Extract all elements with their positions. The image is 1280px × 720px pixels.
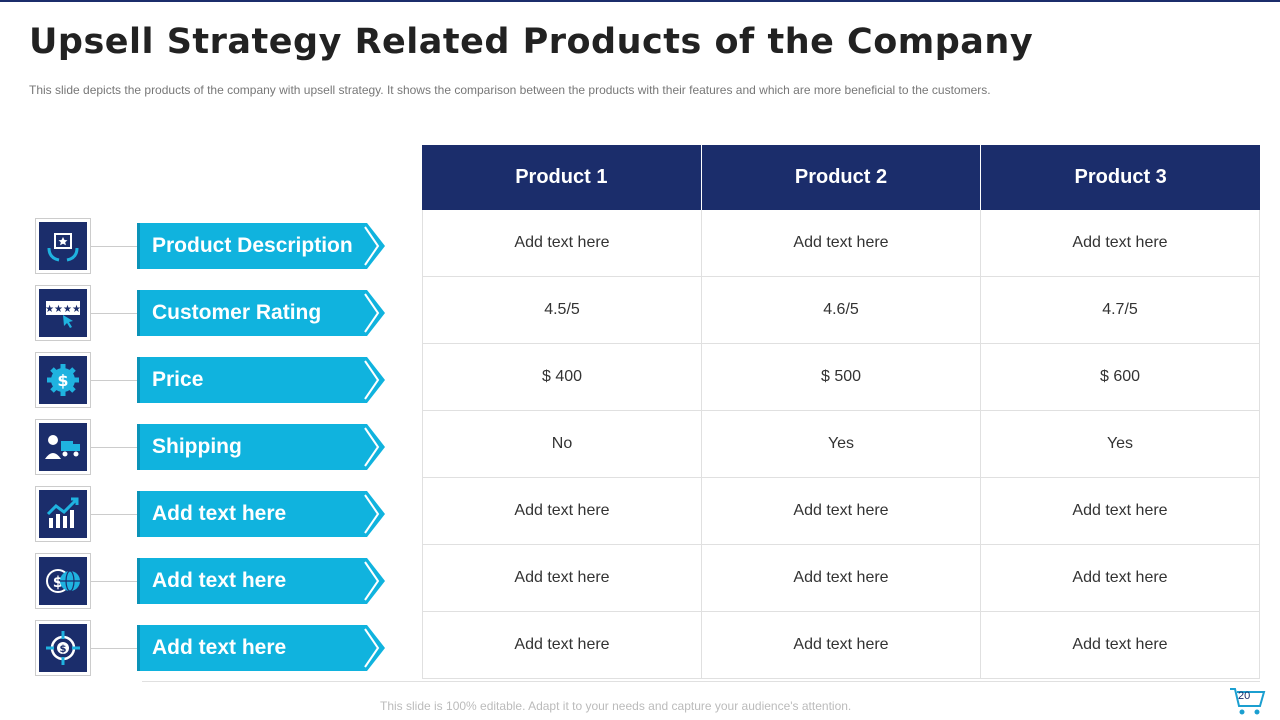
slide-title: Upsell Strategy Related Products of the … bbox=[29, 22, 1034, 62]
row-label-banner: Add text here bbox=[137, 558, 385, 604]
dollar-globe-icon: $ bbox=[39, 557, 87, 605]
row-label: Add text here bbox=[35, 480, 395, 547]
row-label: $ Add text here bbox=[35, 547, 395, 614]
table-cell: Add text here bbox=[422, 210, 702, 276]
page-number: 20 bbox=[1238, 690, 1251, 702]
cart-icon bbox=[1230, 688, 1266, 715]
table-row: 4.5/5 4.6/5 4.7/5 bbox=[422, 277, 1260, 344]
header-product-2: Product 2 bbox=[702, 145, 982, 210]
row-icon-frame: $ bbox=[35, 352, 91, 408]
table-row: Add text here Add text here Add text here bbox=[422, 478, 1260, 545]
row-label: Shipping bbox=[35, 413, 395, 480]
product-box-icon bbox=[39, 222, 87, 270]
table-cell: $ 400 bbox=[422, 344, 702, 410]
svg-text:★★★★: ★★★★ bbox=[45, 304, 81, 315]
row-label-banner: Customer Rating bbox=[137, 290, 385, 336]
connector-line bbox=[91, 648, 137, 649]
bottom-divider bbox=[142, 681, 1260, 682]
row-label-text: Price bbox=[152, 368, 204, 391]
table-header: Product 1 Product 2 Product 3 bbox=[422, 145, 1260, 210]
table-row: Add text here Add text here Add text here bbox=[422, 545, 1260, 612]
row-icon-frame: ★★★★ bbox=[35, 285, 91, 341]
connector-line bbox=[91, 313, 137, 314]
connector-line bbox=[91, 380, 137, 381]
row-label-text: Add text here bbox=[152, 502, 287, 525]
footer-note: This slide is 100% editable. Adapt it to… bbox=[380, 699, 852, 713]
connector-line bbox=[91, 514, 137, 515]
dollar-gear-icon: $ bbox=[39, 356, 87, 404]
connector-line bbox=[91, 447, 137, 448]
table-cell: Add text here bbox=[981, 478, 1260, 544]
slide-subtitle: This slide depicts the products of the c… bbox=[29, 83, 991, 97]
table-cell: Add text here bbox=[422, 478, 702, 544]
svg-text:$: $ bbox=[53, 573, 63, 591]
growth-chart-icon bbox=[39, 490, 87, 538]
row-icon-frame: $ bbox=[35, 553, 91, 609]
table-cell: Add text here bbox=[981, 545, 1260, 611]
row-label-text: Shipping bbox=[152, 435, 242, 458]
table-row: No Yes Yes bbox=[422, 411, 1260, 478]
row-label-banner: Shipping bbox=[137, 424, 385, 470]
row-label-banner: Product Description bbox=[137, 223, 385, 269]
table-row: $ 400 $ 500 $ 600 bbox=[422, 344, 1260, 411]
row-label: $ Add text here bbox=[35, 614, 395, 681]
row-label-banner: Add text here bbox=[137, 625, 385, 671]
comparison-table: Product 1 Product 2 Product 3 Add text h… bbox=[422, 145, 1260, 679]
table-row: Add text here Add text here Add text here bbox=[422, 612, 1260, 679]
row-label-text: Add text here bbox=[152, 636, 287, 659]
table-cell: Add text here bbox=[981, 612, 1260, 678]
table-cell: Add text here bbox=[702, 545, 981, 611]
table-cell: Add text here bbox=[981, 210, 1260, 276]
row-label-text: Customer Rating bbox=[152, 301, 322, 324]
header-product-3: Product 3 bbox=[1074, 166, 1167, 188]
table-cell: Add text here bbox=[422, 612, 702, 678]
row-label-text: Product Description bbox=[152, 234, 353, 257]
row-icon-frame: $ bbox=[35, 620, 91, 676]
table-cell: No bbox=[422, 411, 702, 477]
table-cell: Add text here bbox=[422, 545, 702, 611]
table-cell: 4.5/5 bbox=[422, 277, 702, 343]
connector-line bbox=[91, 581, 137, 582]
row-icon-frame bbox=[35, 419, 91, 475]
table-cell: Yes bbox=[702, 411, 981, 477]
table-row: Add text here Add text here Add text here bbox=[422, 210, 1260, 277]
table-body: Add text here Add text here Add text here 4… bbox=[422, 210, 1260, 679]
table-cell: 4.7/5 bbox=[981, 277, 1260, 343]
table-cell: Add text here bbox=[702, 478, 981, 544]
row-label: $ Price bbox=[35, 346, 395, 413]
table-cell: 4.6/5 bbox=[702, 277, 981, 343]
table-cell: Add text here bbox=[702, 612, 981, 678]
row-icon-frame bbox=[35, 218, 91, 274]
header-product-1: Product 1 bbox=[422, 145, 702, 210]
connector-line bbox=[91, 246, 137, 247]
svg-text:$: $ bbox=[57, 371, 68, 390]
top-accent-line bbox=[0, 0, 1280, 2]
table-cell: $ 500 bbox=[702, 344, 981, 410]
rating-stars-icon: ★★★★ bbox=[39, 289, 87, 337]
row-label: Product Description bbox=[35, 212, 395, 279]
delivery-truck-icon bbox=[39, 423, 87, 471]
table-cell: $ 600 bbox=[981, 344, 1260, 410]
row-icon-frame bbox=[35, 486, 91, 542]
table-cell: Add text here bbox=[702, 210, 981, 276]
table-cell: Yes bbox=[981, 411, 1260, 477]
row-label: ★★★★ Customer Rating bbox=[35, 279, 395, 346]
target-dollar-icon: $ bbox=[39, 624, 87, 672]
row-label-banner: Price bbox=[137, 357, 385, 403]
svg-text:$: $ bbox=[60, 644, 67, 655]
row-label-banner: Add text here bbox=[137, 491, 385, 537]
row-label-text: Add text here bbox=[152, 569, 287, 592]
